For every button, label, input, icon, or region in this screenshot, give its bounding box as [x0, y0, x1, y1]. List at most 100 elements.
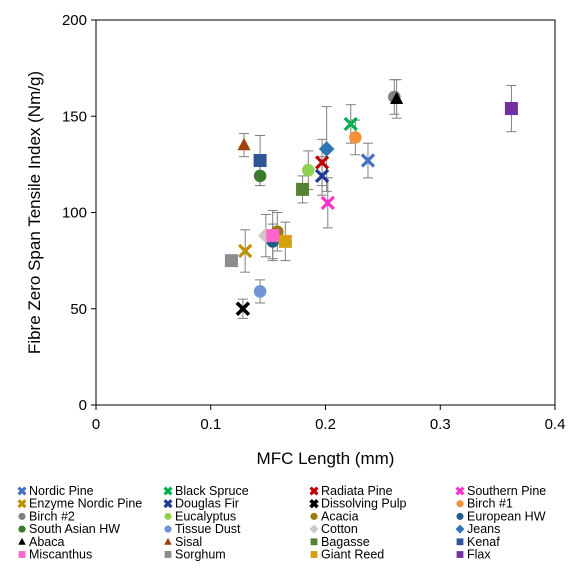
legend-marker [456, 551, 464, 558]
legend-marker [310, 551, 318, 558]
legend-item: Tissue Dust [164, 522, 241, 536]
data-point [238, 243, 253, 259]
legend-label: Giant Reed [321, 548, 384, 562]
data-point [253, 169, 267, 183]
data-point [343, 116, 358, 132]
legend-marker [18, 525, 26, 533]
legend-marker [309, 486, 319, 496]
y-tick-label: 0 [79, 397, 87, 414]
data-point [253, 285, 267, 298]
legend-item: Eucalyptus [164, 509, 236, 523]
data-point [314, 155, 330, 170]
legend-item: Nordic Pine [17, 484, 94, 498]
legend-marker [17, 499, 27, 509]
legend-label: Tissue Dust [175, 522, 241, 536]
legend-label: Jeans [467, 522, 500, 536]
legend-marker [455, 524, 465, 534]
legend-item: Sorghum [164, 548, 226, 562]
x-tick-label: 0 [92, 416, 100, 433]
legend-label: Bagasse [321, 535, 370, 549]
x-axis-label: MFC Length (mm) [257, 449, 395, 468]
legend-label: Sorghum [175, 548, 226, 562]
legend-label: Cotton [321, 522, 358, 536]
data-point [314, 168, 330, 184]
legend-marker [164, 551, 172, 558]
data-point [237, 137, 251, 151]
legend-marker [164, 537, 172, 545]
legend-item: Birch #1 [456, 497, 513, 511]
data-point [224, 254, 238, 268]
legend-item: Enzyme Nordic Pine [17, 497, 142, 511]
legend-label: Abaca [29, 535, 64, 549]
legend-marker [18, 551, 26, 558]
legend-marker [455, 486, 465, 496]
legend-marker [310, 512, 318, 520]
data-point [301, 163, 315, 177]
legend-item: Kenaf [456, 535, 500, 549]
y-tick-label: 150 [62, 108, 87, 125]
legend-label: Enzyme Nordic Pine [29, 497, 142, 511]
legend-item: Giant Reed [310, 548, 384, 562]
legend-item: Birch #2 [18, 509, 75, 523]
y-axis-label: Fibre Zero Span Tensile Index (Nm/g) [25, 71, 44, 354]
data-point [318, 141, 335, 157]
legend-marker [456, 538, 464, 546]
data-point [235, 301, 251, 317]
legend-label: European HW [467, 509, 546, 523]
y-tick-label: 100 [62, 205, 87, 222]
y-axis-ticks: 0 50 100 150 200 [62, 12, 96, 414]
legend-item: Flax [456, 548, 491, 562]
legend-label: Flax [467, 548, 491, 562]
legend-marker [163, 499, 173, 509]
legend-marker [310, 538, 318, 546]
legend-marker [18, 537, 26, 545]
legend-item: Douglas Fir [163, 497, 239, 511]
legend-label: Radiata Pine [321, 484, 393, 498]
x-tick-label: 0.1 [200, 416, 221, 433]
data-point [253, 154, 267, 168]
legend-marker [17, 486, 27, 496]
legend-item: South Asian HW [18, 522, 120, 536]
legend-item: Radiata Pine [309, 484, 393, 498]
legend-item: Sisal [164, 535, 202, 549]
legend-label: Birch #2 [29, 509, 75, 523]
legend-marker [309, 499, 319, 509]
legend-marker [163, 486, 173, 496]
data-point [390, 91, 404, 105]
x-tick-label: 0.4 [545, 416, 566, 433]
chart-axes [95, 19, 556, 406]
x-axis-ticks: 0 0.1 0.2 0.3 0.4 [92, 405, 566, 433]
legend-label: Southern Pine [467, 484, 546, 498]
data-point [504, 102, 518, 116]
legend-item: Dissolving Pulp [309, 497, 407, 511]
legend-item: Southern Pine [455, 484, 546, 498]
legend-label: Douglas Fir [175, 497, 239, 511]
legend-marker [456, 500, 464, 508]
data-point [360, 153, 376, 168]
x-tick-label: 0.3 [430, 416, 451, 433]
legend-label: Black Spruce [175, 484, 249, 498]
data-point [296, 182, 310, 196]
data-point [258, 227, 274, 244]
legend-marker [309, 524, 319, 534]
data-point [278, 234, 292, 248]
legend-item: European HW [456, 509, 546, 523]
y-tick-label: 200 [62, 12, 87, 29]
legend-label: Birch #1 [467, 497, 513, 511]
legend-item: Black Spruce [163, 484, 249, 498]
legend-label: Miscanthus [29, 548, 92, 562]
plot-frame [95, 19, 556, 406]
data-point [320, 195, 335, 211]
data-points [224, 90, 518, 317]
legend-item: Cotton [309, 522, 358, 536]
legend-label: South Asian HW [29, 522, 120, 536]
legend: Nordic Pine Black Spruce Radiata Pine South… [17, 484, 546, 562]
legend-label: Eucalyptus [175, 509, 236, 523]
y-tick-label: 50 [70, 301, 87, 318]
legend-marker [164, 525, 172, 533]
legend-label: Sisal [175, 535, 202, 549]
legend-marker [164, 512, 172, 520]
data-point [349, 131, 362, 144]
legend-item: Acacia [310, 509, 359, 523]
